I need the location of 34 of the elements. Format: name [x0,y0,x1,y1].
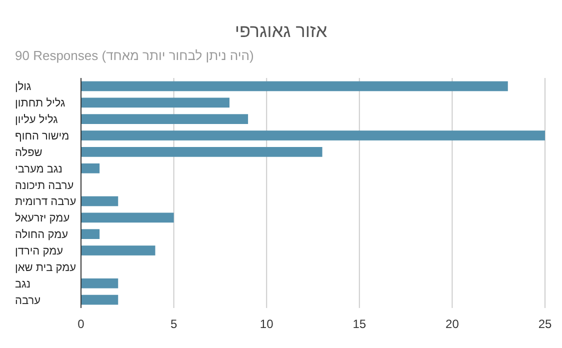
y-tick-label: ערבה [15,294,41,307]
bar [81,114,248,124]
y-tick-label: נגב [15,278,31,290]
y-tick-label: עמק החולה [15,229,68,242]
x-tick-label: 20 [446,317,460,331]
y-tick-label: ערבה תיכונה [15,180,74,192]
bar [81,98,230,108]
bar [81,229,100,239]
x-tick-label: 15 [352,317,366,331]
y-tick-label: עמק הירדן [15,246,64,258]
x-tick-label: 10 [260,317,274,331]
x-tick-label: 25 [538,317,552,331]
y-tick-label: עמק יזרעאל [15,212,70,225]
y-tick-label: שפלה [15,146,42,159]
bar [81,130,545,140]
bar [81,163,100,174]
y-tick-label: מישור החוף [15,130,70,142]
bar [81,81,508,92]
bar [81,246,156,256]
bar [81,147,322,157]
y-tick-label: נגב מערבי [15,163,62,176]
y-tick-label: גליל תחתון [15,98,66,110]
y-tick-label: ערבה דרומית [15,196,76,208]
bar [81,278,118,288]
chart-subtitle: 90 Responses (היה ניתן לבחור יותר מאחד) [15,48,254,63]
bar [81,294,118,305]
bar [81,196,118,206]
y-tick-label: עמק בית שאן [15,262,76,274]
y-tick-label: גולן [15,81,32,94]
y-tick-label: גליל עליון [15,114,58,126]
x-tick-label: 5 [170,317,178,331]
bar [81,212,174,223]
chart-title: אזור גאוגרפי [234,21,328,41]
x-tick-label: 0 [78,317,85,331]
